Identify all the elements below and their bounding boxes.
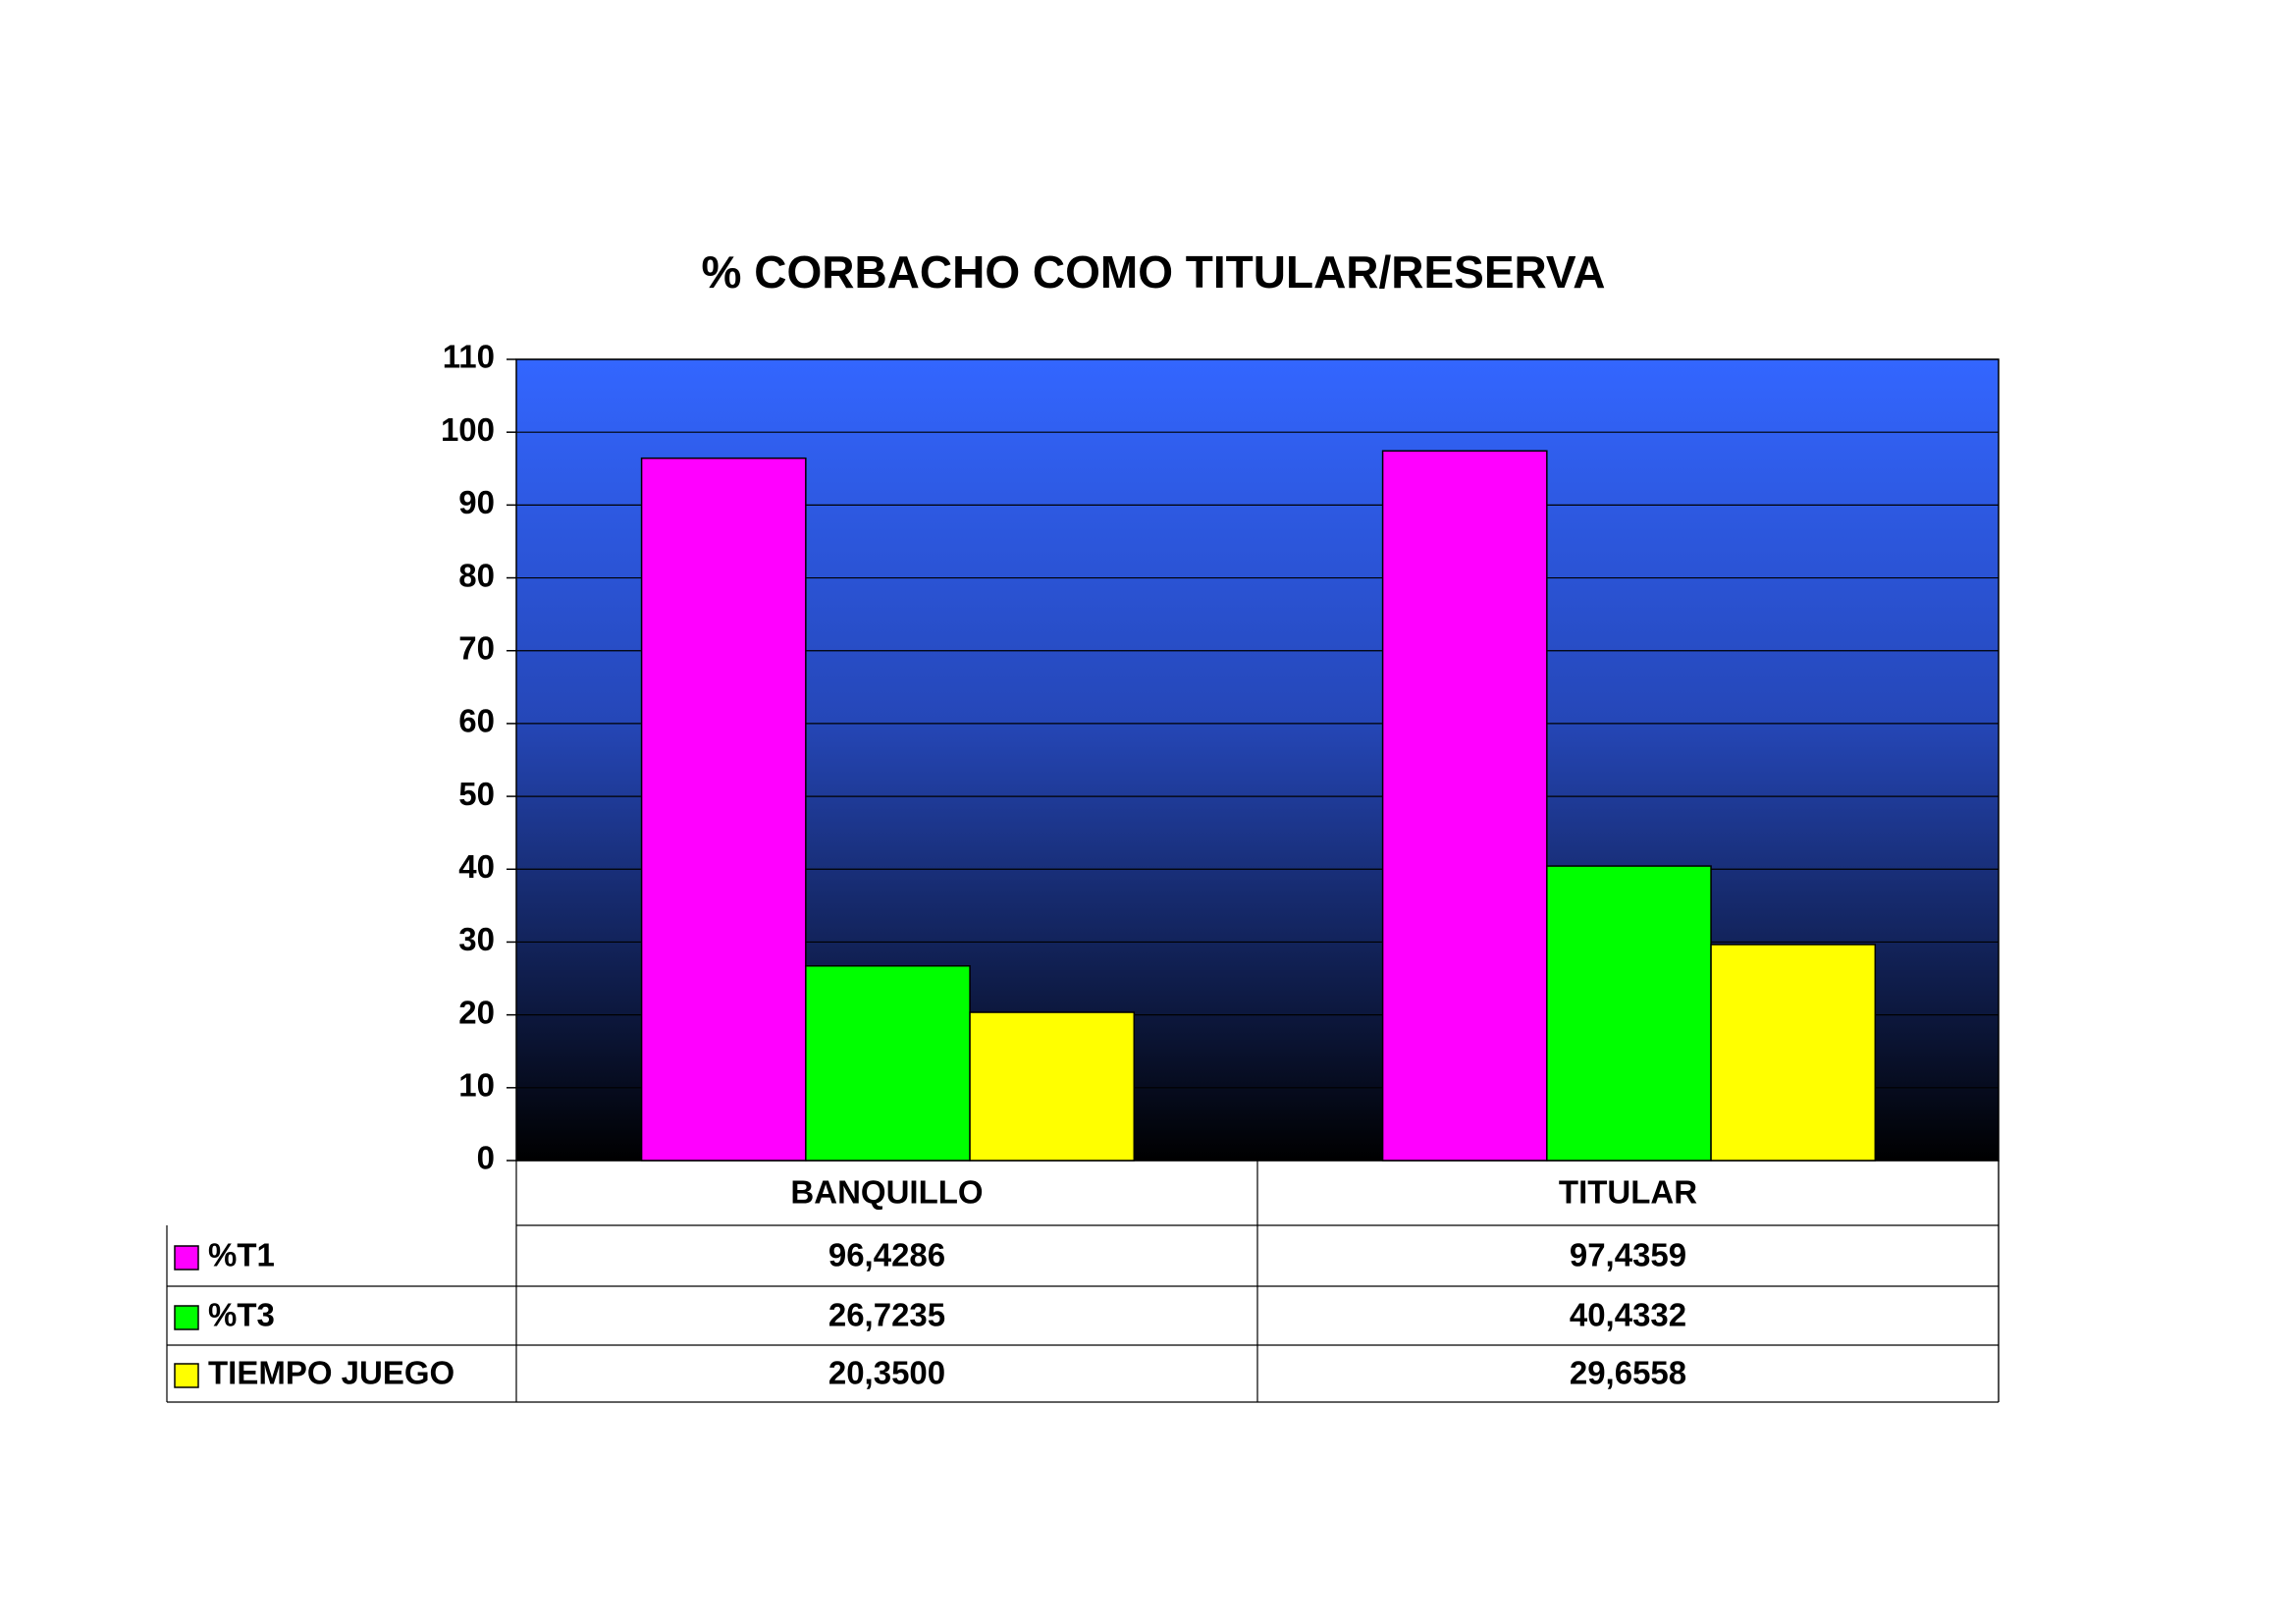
y-tick-label: 100 (441, 411, 495, 448)
y-tick-label: 110 (443, 339, 495, 375)
table-value: 40,4332 (1570, 1297, 1686, 1333)
x-tick-label: BANQUILLO (790, 1174, 983, 1211)
legend-label: %T3 (208, 1297, 275, 1333)
bar (1546, 865, 1712, 1162)
bar (805, 965, 971, 1162)
legend-key (174, 1245, 199, 1271)
y-tick-label: 60 (458, 703, 495, 739)
y-tick-label: 90 (458, 484, 495, 520)
bar (1381, 450, 1548, 1162)
table-value: 29,6558 (1570, 1355, 1686, 1391)
table-value: 26,7235 (828, 1297, 945, 1333)
y-tick-label: 30 (458, 921, 495, 957)
legend-label: TIEMPO JUEGO (208, 1355, 454, 1391)
y-tick-label: 0 (477, 1140, 495, 1176)
x-tick-label: TITULAR (1559, 1174, 1697, 1211)
y-tick-label: 40 (458, 848, 495, 885)
legend-key (174, 1363, 199, 1388)
bar (1710, 944, 1877, 1162)
bar (969, 1011, 1136, 1162)
y-tick-label: 50 (458, 776, 495, 812)
legend-label: %T1 (208, 1237, 275, 1273)
y-tick-label: 10 (458, 1067, 495, 1104)
y-tick-label: 70 (458, 629, 495, 666)
y-tick-label: 80 (458, 557, 495, 593)
legend-key (174, 1305, 199, 1330)
table-value: 96,4286 (828, 1237, 945, 1273)
y-tick-label: 20 (458, 994, 495, 1030)
table-value: 97,4359 (1570, 1237, 1686, 1273)
table-value: 20,3500 (828, 1355, 945, 1391)
chart-title: % CORBACHO COMO TITULAR/RESERVA (702, 246, 1606, 298)
bar (640, 457, 807, 1162)
